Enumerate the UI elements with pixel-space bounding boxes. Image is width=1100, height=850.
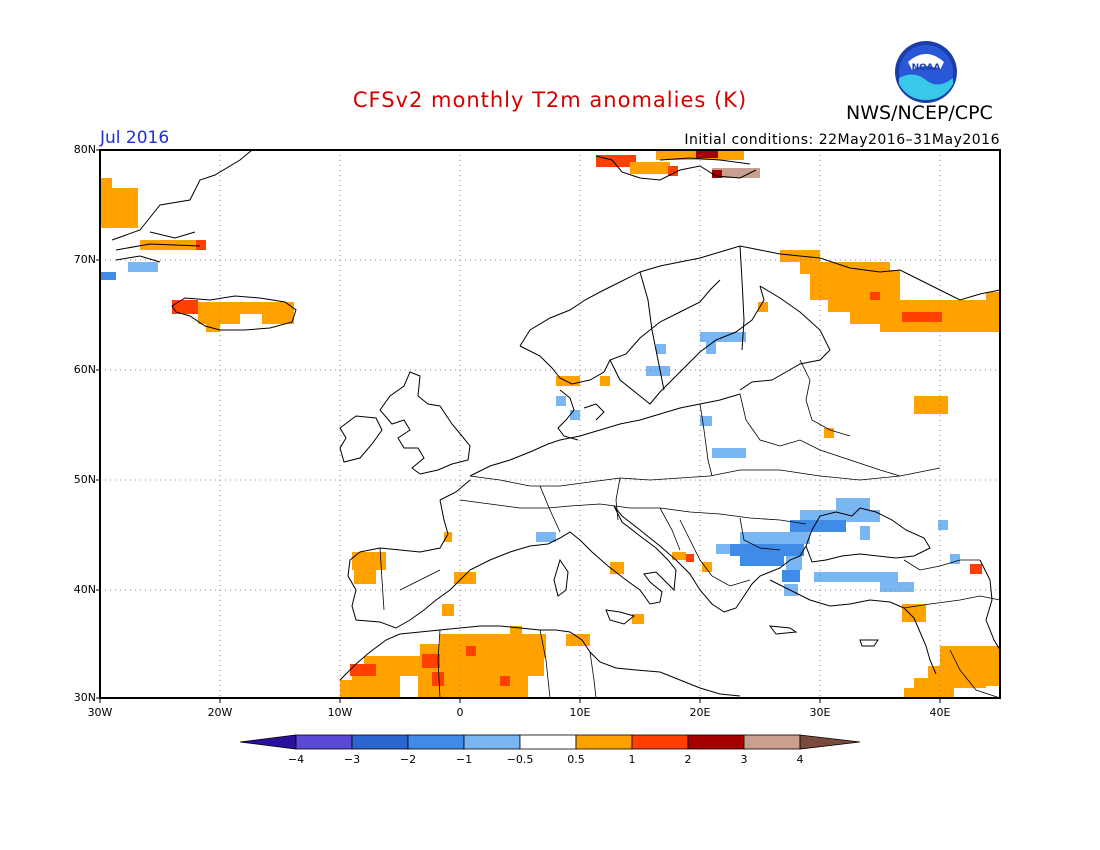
colorbar-label: −3 (343, 753, 361, 766)
lon-label: 10W (327, 706, 353, 719)
initial-conditions: Initial conditions: 22May2016–31May2016 (684, 132, 1000, 148)
map-frame (99, 149, 1001, 699)
logo-text: NOAA (912, 63, 941, 73)
lat-label: 50N (73, 473, 96, 486)
graticule (100, 150, 1000, 698)
lon-label: 30W (87, 706, 113, 719)
colorbar-label: 4 (796, 753, 804, 766)
noaa-logo: NOAA (894, 40, 958, 104)
colorbar-bin (575, 734, 633, 750)
borders (379, 359, 1001, 699)
colorbar-label: 1 (628, 753, 636, 766)
colorbar-bin (295, 734, 353, 750)
colorbar-bin (463, 734, 521, 750)
colorbar-label: −2 (399, 753, 417, 766)
agency-label: NWS/NCEP/CPC (846, 102, 993, 124)
colorbar-arrow-max (799, 734, 861, 750)
colorbar-bin (351, 734, 409, 750)
coastlines (111, 149, 1001, 697)
colorbar-label: −1 (455, 753, 473, 766)
lat-label: 60N (73, 363, 96, 376)
axis-ticks (96, 149, 941, 703)
colorbar-bin (407, 734, 465, 750)
lon-label: 40E (929, 706, 951, 719)
colorbar-bin (743, 734, 801, 750)
colorbar-label: −4 (287, 753, 305, 766)
colorbar (239, 734, 861, 750)
lat-label: 70N (73, 253, 96, 266)
lon-label: 10E (569, 706, 591, 719)
chart-title: CFSv2 monthly T2m anomalies (K) (352, 88, 748, 112)
colorbar-arrow-min (239, 734, 297, 750)
colorbar-label: 0.5 (567, 753, 585, 766)
colorbar-label: 2 (684, 753, 692, 766)
lat-label: 30N (73, 691, 96, 704)
lat-label: 80N (73, 143, 96, 156)
colorbar-bin (687, 734, 745, 750)
colorbar-label: 3 (740, 753, 748, 766)
colorbar-bin (519, 734, 577, 750)
lon-label: 30E (809, 706, 831, 719)
valid-month: Jul 2016 (100, 128, 170, 148)
anomaly-cells (100, 150, 1000, 698)
lat-label: 40N (73, 583, 96, 596)
colorbar-label: −0.5 (506, 753, 534, 766)
lon-label: 20W (207, 706, 233, 719)
colorbar-bin (631, 734, 689, 750)
lon-label: 0 (456, 706, 464, 719)
lon-label: 20E (689, 706, 711, 719)
